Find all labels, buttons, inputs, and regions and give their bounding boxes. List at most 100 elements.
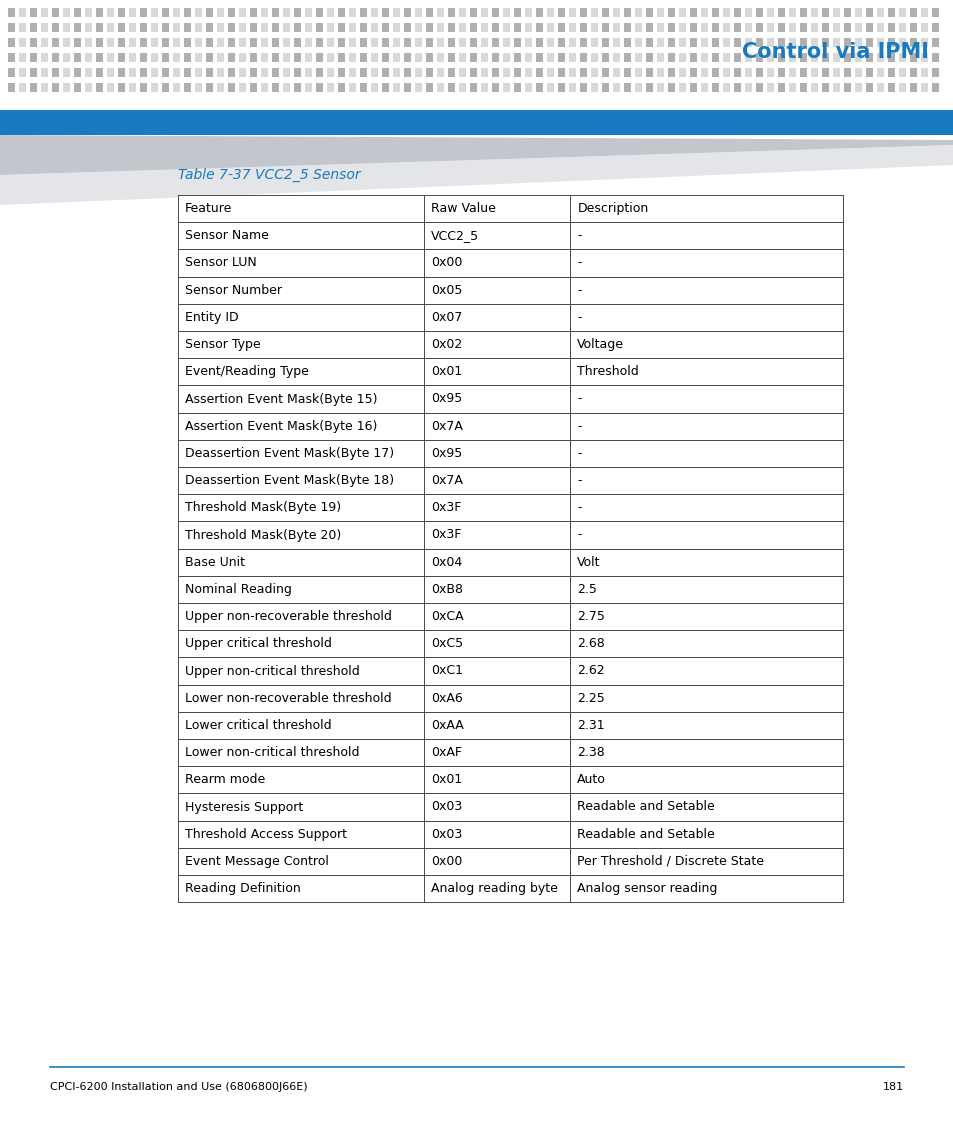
Bar bbox=[744, 53, 751, 62]
Bar bbox=[216, 68, 224, 77]
Bar bbox=[74, 8, 81, 17]
Bar bbox=[393, 23, 399, 32]
Text: Voltage: Voltage bbox=[577, 338, 623, 352]
Bar bbox=[140, 38, 147, 47]
Bar bbox=[821, 23, 828, 32]
Bar bbox=[711, 38, 719, 47]
Bar bbox=[8, 23, 15, 32]
Bar bbox=[206, 38, 213, 47]
Bar bbox=[821, 8, 828, 17]
Text: Assertion Event Mask(Byte 16): Assertion Event Mask(Byte 16) bbox=[185, 420, 377, 433]
Bar bbox=[327, 53, 334, 62]
Bar bbox=[118, 23, 125, 32]
Bar bbox=[613, 68, 619, 77]
Bar bbox=[524, 68, 532, 77]
Bar bbox=[184, 8, 191, 17]
Bar bbox=[635, 8, 641, 17]
Text: Entity ID: Entity ID bbox=[185, 311, 238, 324]
Text: 0x04: 0x04 bbox=[431, 555, 462, 569]
Bar bbox=[283, 23, 290, 32]
Bar bbox=[261, 8, 268, 17]
Bar bbox=[337, 82, 345, 92]
Bar bbox=[172, 53, 180, 62]
Bar bbox=[865, 38, 872, 47]
Text: -: - bbox=[577, 229, 581, 243]
Bar bbox=[30, 8, 37, 17]
Bar bbox=[129, 82, 136, 92]
Bar bbox=[832, 68, 840, 77]
Bar bbox=[178, 412, 842, 440]
Bar bbox=[239, 82, 246, 92]
Bar bbox=[579, 68, 586, 77]
Bar bbox=[502, 38, 510, 47]
Bar bbox=[393, 53, 399, 62]
Bar bbox=[206, 8, 213, 17]
Bar bbox=[194, 23, 202, 32]
Bar bbox=[635, 53, 641, 62]
Bar bbox=[178, 548, 842, 576]
Bar bbox=[381, 53, 389, 62]
Bar bbox=[635, 68, 641, 77]
Text: 0x3F: 0x3F bbox=[431, 529, 461, 542]
Bar bbox=[679, 82, 685, 92]
Bar bbox=[700, 38, 707, 47]
Bar bbox=[178, 847, 842, 875]
Bar bbox=[788, 8, 795, 17]
Bar bbox=[810, 53, 817, 62]
Bar bbox=[854, 68, 862, 77]
Text: Sensor LUN: Sensor LUN bbox=[185, 256, 256, 269]
Bar bbox=[118, 68, 125, 77]
Bar bbox=[448, 23, 455, 32]
Bar bbox=[788, 38, 795, 47]
Bar bbox=[514, 82, 520, 92]
Bar bbox=[19, 68, 26, 77]
Bar bbox=[711, 8, 719, 17]
Bar bbox=[151, 68, 158, 77]
Bar bbox=[178, 712, 842, 739]
Bar bbox=[74, 53, 81, 62]
Bar bbox=[931, 68, 938, 77]
Bar bbox=[458, 23, 465, 32]
Bar bbox=[458, 53, 465, 62]
Bar bbox=[502, 68, 510, 77]
Bar bbox=[722, 82, 729, 92]
Bar bbox=[96, 53, 103, 62]
Bar bbox=[470, 8, 476, 17]
Bar bbox=[601, 23, 608, 32]
Bar bbox=[371, 23, 377, 32]
Bar bbox=[689, 82, 697, 92]
Bar bbox=[162, 8, 169, 17]
Bar bbox=[766, 82, 773, 92]
Bar bbox=[810, 82, 817, 92]
Bar bbox=[657, 82, 663, 92]
Bar bbox=[920, 8, 927, 17]
Bar bbox=[415, 38, 421, 47]
Bar bbox=[228, 23, 234, 32]
Bar bbox=[722, 23, 729, 32]
Bar bbox=[635, 23, 641, 32]
Bar bbox=[470, 38, 476, 47]
Bar bbox=[371, 82, 377, 92]
Bar bbox=[403, 82, 411, 92]
Bar bbox=[514, 8, 520, 17]
Bar bbox=[722, 68, 729, 77]
Bar bbox=[52, 23, 59, 32]
Bar bbox=[590, 23, 598, 32]
Bar bbox=[403, 53, 411, 62]
Bar bbox=[667, 8, 675, 17]
Bar bbox=[63, 68, 70, 77]
Bar bbox=[140, 82, 147, 92]
Bar bbox=[667, 53, 675, 62]
Bar bbox=[492, 68, 498, 77]
Bar bbox=[30, 82, 37, 92]
Bar bbox=[502, 23, 510, 32]
Bar bbox=[887, 23, 894, 32]
Bar bbox=[843, 38, 850, 47]
Bar bbox=[887, 53, 894, 62]
Text: -: - bbox=[577, 447, 581, 460]
Bar bbox=[635, 82, 641, 92]
Bar bbox=[931, 53, 938, 62]
Bar bbox=[613, 23, 619, 32]
Bar bbox=[8, 38, 15, 47]
Bar bbox=[898, 53, 905, 62]
